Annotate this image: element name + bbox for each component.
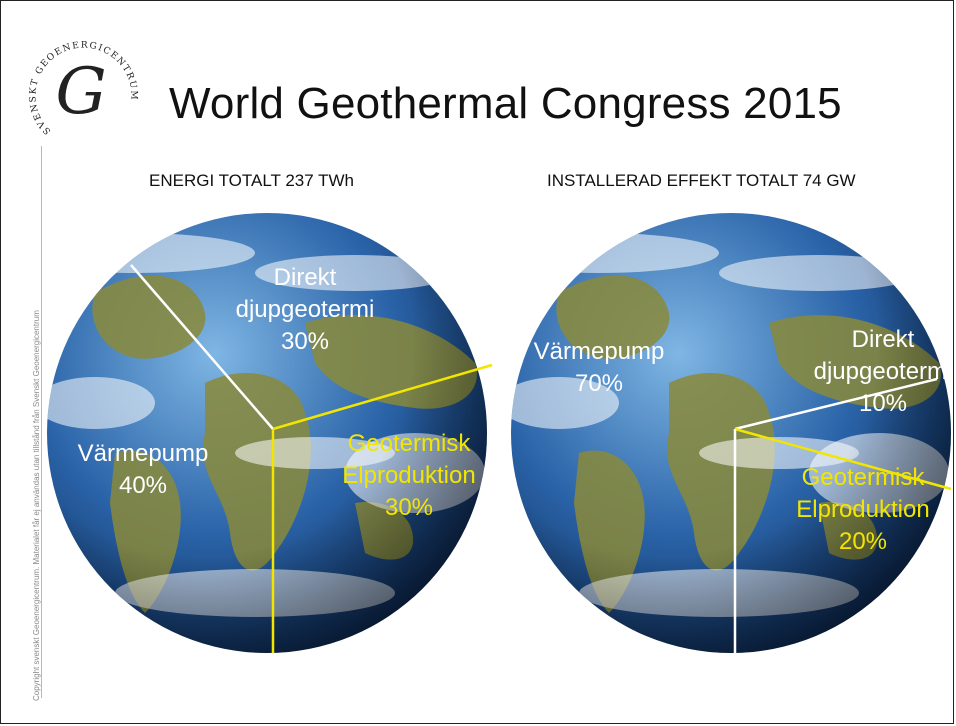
capacity-pie-chart: Värmepump 70% Direkt djupgeotermi 10% Geoterm… — [511, 213, 953, 653]
chart-title-capacity: INSTALLERAD EFFEKT TOTALT 74 GW — [547, 171, 856, 190]
pie-divider-line — [734, 427, 952, 491]
pie-slice-label: Värmepump 70% — [534, 338, 665, 397]
chart-title-energy: ENERGI TOTALT 237 TWh — [149, 171, 355, 190]
side-divider — [41, 146, 42, 698]
pie-slice-label: Direkt djupgeotermi 10% — [814, 326, 953, 417]
pie-slice-label: Geotermisk Elproduktion 30% — [342, 430, 475, 521]
svenskt-geoenergicentrum-logo: SVENSKT GEOENERGICENTRUM G — [28, 41, 137, 136]
pie-slice-label: Värmepump 40% — [78, 440, 209, 499]
pie-divider-line — [272, 363, 493, 431]
logo-monogram: G — [55, 55, 106, 129]
pie-divider-line — [734, 377, 938, 431]
copyright-text: Copyright svenskt Geoenergicentrum. Mate… — [32, 310, 41, 701]
pie-slice-label: Direkt djupgeotermi 30% — [236, 264, 375, 355]
page-title: World Geothermal Congress 2015 — [169, 79, 842, 128]
globe-shading — [511, 213, 951, 653]
pie-divider-line — [130, 264, 274, 430]
pie-slice-label: Geotermisk Elproduktion 20% — [796, 464, 929, 555]
globe-shading — [47, 213, 487, 653]
energy-pie-chart: Direkt djupgeotermi 30% Geotermisk Elprodukt… — [47, 213, 493, 653]
